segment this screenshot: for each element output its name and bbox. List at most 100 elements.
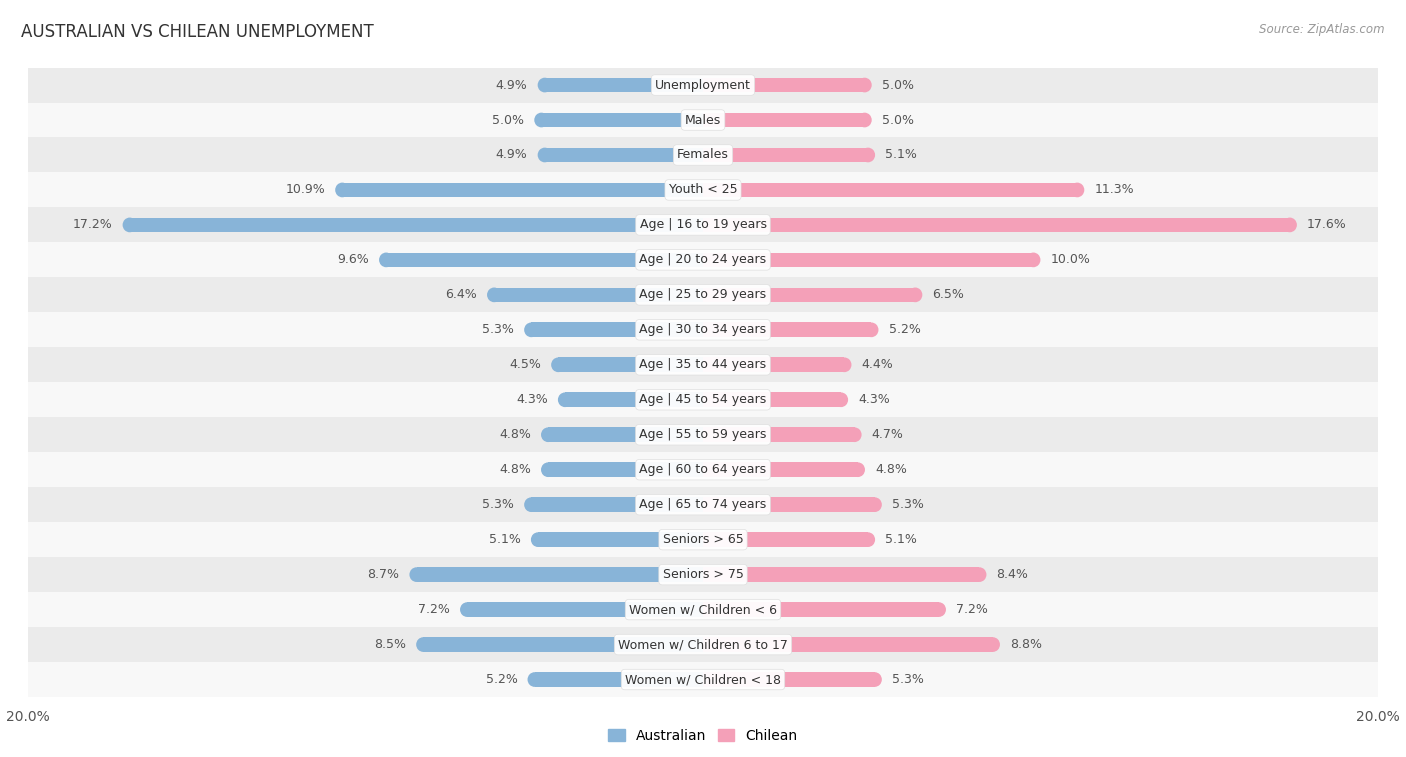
Bar xyxy=(538,532,703,547)
Circle shape xyxy=(868,497,882,512)
Bar xyxy=(703,392,841,407)
Bar xyxy=(703,253,1033,267)
Text: 5.1%: 5.1% xyxy=(886,148,917,161)
Bar xyxy=(423,637,703,652)
Bar xyxy=(703,463,858,477)
Bar xyxy=(544,148,703,162)
Bar xyxy=(558,357,703,372)
Text: 4.4%: 4.4% xyxy=(862,358,893,371)
Bar xyxy=(703,428,855,442)
Bar xyxy=(342,182,703,198)
Circle shape xyxy=(531,532,546,547)
Text: 9.6%: 9.6% xyxy=(337,254,368,266)
Text: 7.2%: 7.2% xyxy=(956,603,988,616)
Bar xyxy=(494,288,703,302)
Bar xyxy=(531,497,703,512)
Bar xyxy=(534,672,703,687)
Circle shape xyxy=(932,603,946,617)
Text: AUSTRALIAN VS CHILEAN UNEMPLOYMENT: AUSTRALIAN VS CHILEAN UNEMPLOYMENT xyxy=(21,23,374,41)
Circle shape xyxy=(524,497,538,512)
Bar xyxy=(558,357,703,372)
Circle shape xyxy=(537,148,551,162)
Bar xyxy=(544,78,703,92)
Bar xyxy=(703,637,993,652)
Text: Age | 25 to 29 years: Age | 25 to 29 years xyxy=(640,288,766,301)
Bar xyxy=(28,488,1378,522)
Bar xyxy=(531,322,703,337)
Bar xyxy=(703,603,939,617)
Bar xyxy=(703,357,845,372)
Bar xyxy=(703,357,845,372)
Circle shape xyxy=(838,357,852,372)
Bar xyxy=(703,113,865,127)
Bar xyxy=(28,242,1378,277)
Bar xyxy=(342,182,703,198)
Bar xyxy=(548,463,703,477)
Circle shape xyxy=(860,532,875,547)
Text: Women w/ Children 6 to 17: Women w/ Children 6 to 17 xyxy=(619,638,787,651)
Text: 4.9%: 4.9% xyxy=(496,79,527,92)
Bar xyxy=(342,182,703,198)
Legend: Australian, Chilean: Australian, Chilean xyxy=(603,724,803,749)
Bar xyxy=(703,603,939,617)
Text: Age | 60 to 64 years: Age | 60 to 64 years xyxy=(640,463,766,476)
Text: 6.4%: 6.4% xyxy=(446,288,477,301)
Bar xyxy=(28,207,1378,242)
Bar xyxy=(28,347,1378,382)
Circle shape xyxy=(860,148,875,162)
Bar xyxy=(129,217,703,232)
Circle shape xyxy=(973,567,987,582)
Bar xyxy=(703,672,875,687)
Circle shape xyxy=(537,78,551,92)
Bar xyxy=(544,148,703,162)
Text: 5.3%: 5.3% xyxy=(891,673,924,686)
Bar xyxy=(28,277,1378,313)
Text: Age | 45 to 54 years: Age | 45 to 54 years xyxy=(640,394,766,407)
Text: 5.3%: 5.3% xyxy=(482,498,515,511)
Bar xyxy=(423,637,703,652)
Bar xyxy=(541,113,703,127)
Bar xyxy=(703,217,1289,232)
Circle shape xyxy=(122,217,136,232)
Bar xyxy=(541,113,703,127)
Bar xyxy=(703,288,915,302)
Bar xyxy=(565,392,703,407)
Bar xyxy=(544,78,703,92)
Bar xyxy=(28,452,1378,488)
Text: 5.3%: 5.3% xyxy=(482,323,515,336)
Bar xyxy=(531,322,703,337)
Bar xyxy=(467,603,703,617)
Bar xyxy=(703,603,939,617)
Bar xyxy=(703,637,993,652)
Text: Age | 35 to 44 years: Age | 35 to 44 years xyxy=(640,358,766,371)
Bar xyxy=(541,113,703,127)
Text: 5.0%: 5.0% xyxy=(882,79,914,92)
Bar xyxy=(558,357,703,372)
Bar xyxy=(703,148,868,162)
Circle shape xyxy=(986,637,1000,652)
Text: Age | 65 to 74 years: Age | 65 to 74 years xyxy=(640,498,766,511)
Bar xyxy=(494,288,703,302)
Bar xyxy=(703,182,1077,198)
Bar xyxy=(565,392,703,407)
Bar xyxy=(28,173,1378,207)
Bar xyxy=(28,592,1378,627)
Bar xyxy=(703,322,872,337)
Bar xyxy=(467,603,703,617)
Text: 4.7%: 4.7% xyxy=(872,428,904,441)
Bar xyxy=(544,78,703,92)
Text: Seniors > 65: Seniors > 65 xyxy=(662,533,744,546)
Bar xyxy=(28,662,1378,697)
Bar xyxy=(703,253,1033,267)
Circle shape xyxy=(551,357,565,372)
Text: Females: Females xyxy=(678,148,728,161)
Bar xyxy=(28,382,1378,417)
Bar xyxy=(28,522,1378,557)
Bar xyxy=(28,557,1378,592)
Bar xyxy=(538,532,703,547)
Bar xyxy=(703,392,841,407)
Bar xyxy=(703,463,858,477)
Circle shape xyxy=(380,253,394,267)
Text: 11.3%: 11.3% xyxy=(1094,183,1135,197)
Bar xyxy=(538,532,703,547)
